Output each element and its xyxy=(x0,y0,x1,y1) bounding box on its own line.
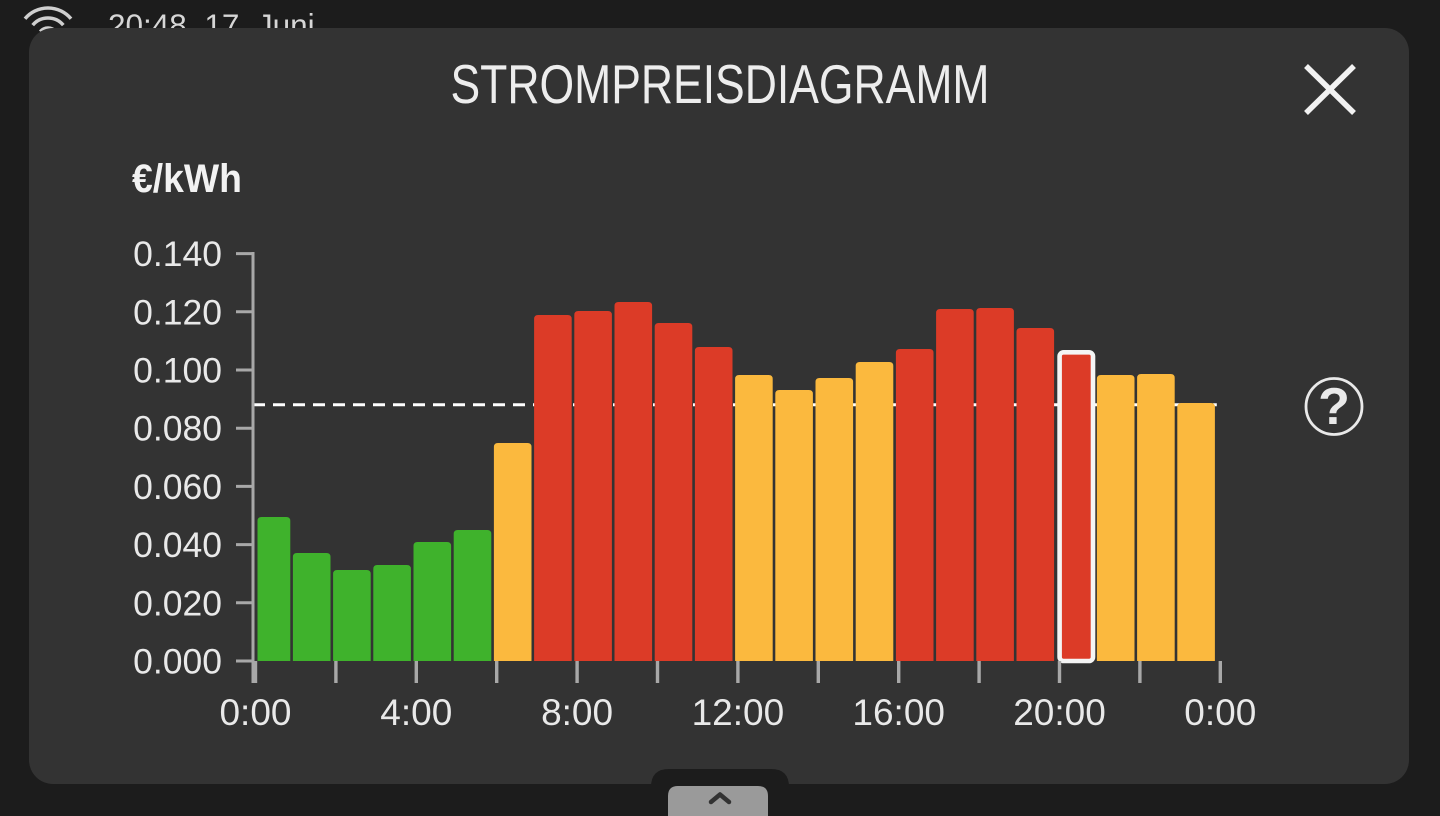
svg-text:0.060: 0.060 xyxy=(133,467,222,507)
svg-text:4:00: 4:00 xyxy=(380,692,452,733)
svg-text:?: ? xyxy=(1318,378,1350,436)
svg-text:0:00: 0:00 xyxy=(219,692,291,733)
svg-text:0.020: 0.020 xyxy=(133,583,222,623)
svg-text:€/kWh: €/kWh xyxy=(132,157,242,201)
svg-text:16:00: 16:00 xyxy=(852,692,945,733)
svg-text:STROMPREISDIAGRAMM: STROMPREISDIAGRAMM xyxy=(451,53,990,115)
svg-text:0.120: 0.120 xyxy=(133,292,222,332)
svg-text:0:00: 0:00 xyxy=(1184,692,1256,733)
svg-text:0.100: 0.100 xyxy=(133,351,222,391)
svg-text:0.000: 0.000 xyxy=(133,642,222,682)
svg-text:0.140: 0.140 xyxy=(133,234,222,274)
svg-text:12:00: 12:00 xyxy=(692,692,785,733)
svg-text:0.040: 0.040 xyxy=(133,525,222,565)
svg-text:8:00: 8:00 xyxy=(541,692,613,733)
svg-text:20:00: 20:00 xyxy=(1013,692,1106,733)
svg-text:0.080: 0.080 xyxy=(133,409,222,449)
